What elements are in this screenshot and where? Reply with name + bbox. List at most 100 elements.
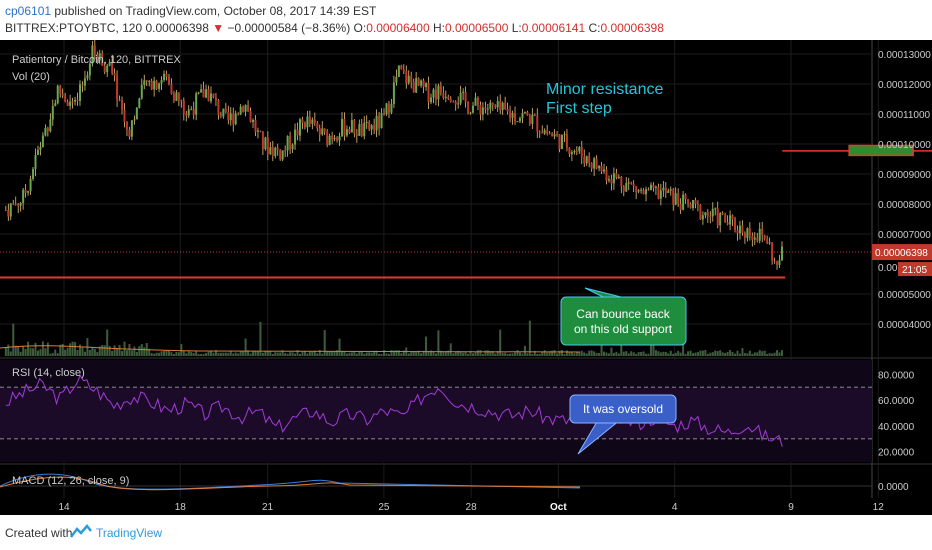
candle-body — [279, 150, 282, 160]
volume-bar — [578, 352, 581, 356]
candle-body — [360, 124, 363, 137]
candle-body — [118, 99, 121, 101]
chart-canvas[interactable]: 0.00013000 0.00012000 0.00011000 0.00010000… — [0, 40, 932, 515]
candle-body — [687, 199, 690, 204]
time-tick-label: 14 — [58, 502, 70, 513]
last-price-tag — [872, 244, 932, 261]
volume-bar — [662, 351, 665, 356]
volume-bar — [326, 351, 329, 356]
open-label: O: — [350, 21, 367, 35]
volume-bar — [692, 353, 695, 356]
volume-bar — [758, 350, 761, 356]
volume-bar — [19, 351, 22, 356]
volume-bar — [385, 353, 388, 356]
volume-bar — [734, 353, 737, 356]
candle-body — [128, 129, 131, 137]
volume-bar — [632, 352, 635, 356]
candle-body — [182, 100, 185, 114]
candle-body — [46, 127, 49, 132]
candle-body — [467, 101, 470, 114]
volume-bar — [242, 351, 245, 356]
volume-bar — [103, 345, 106, 356]
volume-bar — [387, 353, 390, 356]
candle-body — [741, 225, 744, 233]
candle-body — [447, 96, 450, 99]
candle-body — [61, 93, 64, 96]
support-callout-text: Can bounce back — [576, 307, 670, 321]
candle-body — [565, 134, 568, 148]
candle-body — [560, 135, 563, 150]
volume-bar — [420, 353, 423, 356]
price-tick-label: 0.00010000 — [878, 140, 931, 151]
rsi-label: RSI (14, close) — [12, 367, 85, 379]
volume-bar — [380, 353, 383, 356]
volume-bar — [286, 353, 289, 356]
candle-body — [368, 121, 371, 130]
volume-bar — [756, 352, 759, 356]
time-axis[interactable]: 1418212528Oct49121619 — [58, 502, 932, 513]
candle-body — [664, 187, 667, 193]
candle-body — [437, 85, 440, 100]
candle-body — [353, 120, 356, 134]
volume-bar — [316, 353, 319, 356]
candle-body — [83, 78, 86, 86]
candle-body — [751, 235, 754, 240]
candle-body — [103, 65, 106, 73]
support-callout-box — [560, 296, 687, 346]
candle-body — [481, 107, 484, 115]
volume-bar — [373, 350, 376, 356]
volume-bar — [605, 352, 608, 356]
volume-bar — [118, 345, 121, 356]
time-tick-label: 28 — [466, 502, 478, 513]
volume-bar — [640, 351, 643, 356]
volume-bar — [368, 352, 371, 356]
candle-body — [200, 89, 203, 93]
volume-bar — [135, 352, 138, 356]
volume-bar — [160, 351, 163, 356]
candle-body — [219, 114, 222, 117]
time-tick-label: 18 — [175, 502, 187, 513]
volume-bar — [296, 350, 299, 356]
candle-body — [605, 169, 608, 181]
author-link[interactable]: cp06101 — [5, 4, 52, 18]
candle-body — [78, 84, 81, 101]
candle-body — [19, 203, 22, 206]
volume-bar — [170, 352, 173, 356]
time-tick-label: 12 — [873, 502, 885, 513]
volume-bar — [553, 350, 556, 356]
high-label: H: — [429, 21, 445, 35]
candle-body — [738, 225, 741, 234]
candle-body — [598, 166, 601, 169]
tradingview-link[interactable]: TradingView — [96, 526, 163, 540]
candle-body — [699, 204, 702, 220]
volume-bar — [595, 352, 598, 356]
volume-bar — [753, 352, 756, 356]
volume-bar — [264, 350, 267, 356]
candle-body — [336, 137, 339, 141]
volume-bar — [580, 350, 583, 356]
candle-body — [106, 65, 109, 73]
volume-bar — [766, 353, 769, 356]
volume-bar — [771, 353, 774, 356]
candle-body — [140, 85, 143, 99]
chart-svg[interactable]: 0.00013000 0.00012000 0.00011000 0.00010000… — [0, 40, 932, 515]
candle-body — [405, 71, 408, 84]
candle-body — [303, 122, 306, 128]
candle-body — [501, 102, 504, 111]
volume-bar — [654, 350, 657, 356]
candle-body — [395, 76, 398, 83]
candle-body — [331, 135, 334, 140]
volume-bar — [506, 353, 509, 356]
price-axis[interactable]: 0.00013000 0.00012000 0.00011000 0.00010000… — [872, 50, 932, 493]
volume-bar — [472, 353, 475, 356]
candle-body — [170, 83, 173, 94]
volume-bar — [719, 350, 722, 356]
low-value: 0.00006141 — [521, 21, 586, 35]
candle-body — [135, 107, 138, 120]
volume-bar — [66, 347, 69, 356]
candle-body — [271, 147, 274, 157]
volume-ma-line — [0, 345, 581, 353]
candle-body — [484, 107, 487, 110]
volume-bar — [271, 353, 274, 356]
volume-bar — [568, 351, 571, 356]
